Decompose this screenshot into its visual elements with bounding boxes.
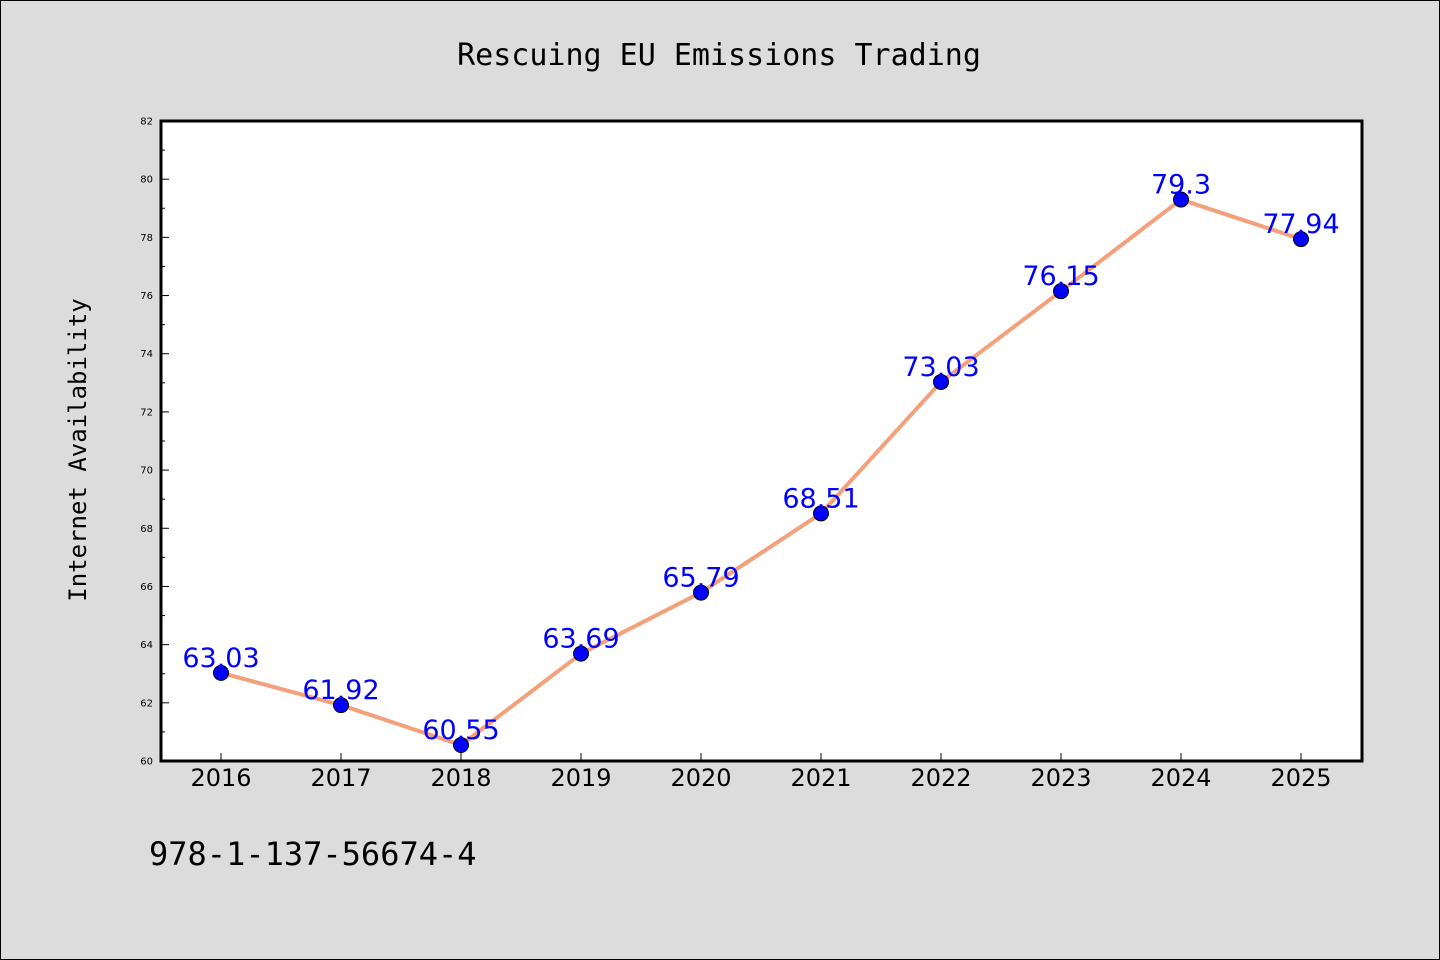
x-tick-label: 2022 bbox=[910, 764, 971, 792]
data-label: 63.03 bbox=[182, 643, 259, 674]
y-tick-label: 72 bbox=[140, 407, 153, 418]
data-label: 76.15 bbox=[1022, 261, 1099, 292]
x-tick-label: 2021 bbox=[790, 764, 851, 792]
y-tick-label: 70 bbox=[140, 466, 153, 477]
data-label: 77.94 bbox=[1262, 209, 1339, 240]
y-axis-label: Internet Availability bbox=[64, 298, 92, 601]
x-tick-label: 2020 bbox=[670, 764, 731, 792]
y-tick-label: 60 bbox=[140, 757, 153, 768]
data-label: 63.69 bbox=[542, 624, 619, 655]
x-tick-label: 2025 bbox=[1270, 764, 1331, 792]
data-label: 73.03 bbox=[902, 352, 979, 383]
data-point bbox=[813, 505, 829, 522]
data-label: 68.51 bbox=[782, 483, 859, 514]
data-label: 61.92 bbox=[302, 675, 379, 706]
data-point bbox=[1293, 231, 1309, 248]
y-tick-label: 62 bbox=[140, 698, 153, 709]
data-series: 63.03 61.92 60.55 63.69 65.79 68.51 73.03 76.15… bbox=[182, 170, 1340, 753]
data-point bbox=[573, 645, 589, 662]
data-point bbox=[1173, 191, 1189, 208]
isbn-footer: 978-1-137-56674-4 bbox=[149, 835, 477, 873]
series-line bbox=[219, 197, 1303, 747]
y-tick-label: 66 bbox=[140, 582, 153, 593]
data-point bbox=[213, 664, 229, 681]
data-label: 79.3 bbox=[1151, 170, 1211, 201]
x-tick-label: 2024 bbox=[1150, 764, 1211, 792]
y-tick-label: 80 bbox=[140, 175, 153, 186]
y-axis: 60 62 64 66 68 70 72 74 76 78 80 82 bbox=[140, 117, 169, 768]
y-tick-label: 64 bbox=[140, 640, 153, 651]
y-tick-label: 82 bbox=[140, 117, 153, 128]
x-axis: 2016 2017 2018 2019 2020 2021 2022 2023 2024 2025 bbox=[190, 753, 1332, 792]
chart-title: Rescuing EU Emissions Trading bbox=[457, 38, 981, 73]
y-tick-label: 74 bbox=[140, 349, 153, 360]
x-tick-label: 2016 bbox=[190, 764, 251, 792]
data-point bbox=[933, 373, 949, 390]
data-point bbox=[333, 697, 349, 714]
y-tick-label: 68 bbox=[140, 524, 153, 535]
y-tick-label: 78 bbox=[140, 233, 153, 244]
x-tick-label: 2023 bbox=[1030, 764, 1091, 792]
data-point bbox=[453, 737, 469, 753]
plot-area bbox=[159, 119, 1364, 763]
data-point bbox=[1053, 283, 1069, 300]
x-tick-label: 2017 bbox=[310, 764, 371, 792]
data-label: 65.79 bbox=[662, 563, 739, 594]
data-point bbox=[693, 584, 709, 601]
data-label: 60.55 bbox=[422, 715, 499, 746]
x-tick-label: 2019 bbox=[550, 764, 611, 792]
y-tick-label: 76 bbox=[140, 291, 153, 302]
x-tick-label: 2018 bbox=[430, 764, 491, 792]
